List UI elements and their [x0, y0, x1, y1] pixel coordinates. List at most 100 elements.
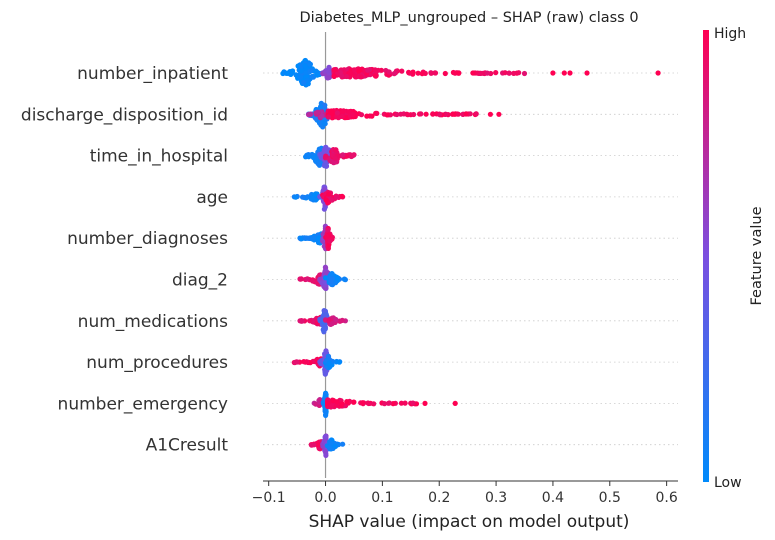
shap-point [347, 70, 353, 76]
x-tick-label: 0.3 [485, 490, 507, 506]
shap-point [324, 233, 330, 239]
shap-point [428, 70, 434, 76]
x-tick-label: 0.5 [599, 490, 621, 506]
shap-point [364, 113, 370, 119]
shap-point [318, 104, 324, 110]
shap-point [516, 70, 522, 76]
point-cluster-number_diagnoses-0 [297, 231, 326, 246]
shap-point [319, 113, 325, 119]
point-cluster-A1Cresult-2 [324, 437, 346, 452]
shap-point [322, 279, 328, 285]
shap-point [406, 69, 412, 75]
shap-point [331, 67, 337, 73]
shap-point [307, 318, 313, 324]
shap-point [358, 112, 365, 118]
shap-point [405, 112, 411, 118]
shap-point [288, 71, 294, 77]
shap-point [506, 70, 512, 76]
outlier-point-number_inpatient [584, 70, 590, 76]
point-cluster-number_diagnoses-2 [322, 225, 335, 251]
shap-point [323, 452, 329, 458]
shap-point [339, 402, 345, 408]
shap-point [328, 278, 334, 284]
shap-point [298, 68, 304, 74]
colorbar [703, 30, 709, 482]
shap-point [415, 70, 421, 76]
shap-point [463, 111, 469, 117]
shap-point [399, 68, 405, 74]
shap-point [411, 111, 417, 118]
shap-point [306, 112, 312, 118]
shap-point [358, 74, 364, 80]
feature-labels: number_inpatient discharge_disposition_id… [21, 64, 228, 456]
shap-point [309, 73, 315, 80]
outlier-point-number_inpatient [550, 70, 556, 76]
shap-point [331, 73, 337, 79]
shap-point [339, 317, 345, 323]
shap-point [333, 316, 339, 323]
shap-point [309, 195, 316, 201]
x-tick-label: 0.0 [314, 490, 336, 506]
shap-point [304, 77, 311, 83]
shap-point [410, 400, 416, 406]
shap-point [372, 67, 378, 73]
shap-point [303, 235, 309, 241]
shap-point [478, 70, 484, 76]
shap-point [325, 114, 331, 120]
outlier-point-number_inpatient [655, 70, 661, 76]
feature-label-discharge_disposition_id: discharge_disposition_id [21, 105, 228, 125]
colorbar-low-label: Low [714, 475, 742, 491]
shap-point [304, 276, 310, 282]
shap-point [340, 152, 346, 158]
shap-point [381, 401, 388, 407]
shap-point [341, 276, 348, 282]
shap-point [326, 191, 332, 197]
shap-point [310, 278, 316, 284]
shap-point [398, 400, 404, 406]
shap-point [321, 163, 327, 169]
shap-point [327, 74, 333, 80]
shap-point [325, 227, 331, 233]
shap-point [300, 79, 307, 86]
shap-point [384, 112, 390, 118]
shap-point [339, 193, 345, 199]
shap-point [334, 399, 340, 405]
shap-point [298, 318, 304, 324]
shap-point [372, 73, 378, 79]
shap-point [333, 194, 339, 200]
shap-point [318, 360, 324, 366]
shap-point [328, 440, 334, 446]
shap-point [402, 400, 408, 406]
shap-point [322, 370, 328, 376]
shap-point [306, 61, 313, 67]
x-axis-label: SHAP value (impact on model output) [309, 512, 630, 532]
shap-point [442, 70, 448, 77]
shap-point [322, 120, 328, 127]
outlier-point-number_emergency [452, 400, 458, 406]
shap-point [323, 153, 329, 159]
outlier-point-discharge_disposition_id [496, 111, 502, 117]
shap-point [467, 111, 473, 117]
shap-point [325, 353, 331, 359]
shap-point [315, 239, 322, 246]
shap-point [346, 109, 352, 115]
shap-point [327, 238, 333, 244]
shap-point [315, 109, 321, 115]
shap-point [430, 111, 436, 117]
feature-label-time_in_hospital: time_in_hospital [90, 147, 228, 167]
shap-point [374, 110, 380, 116]
shap-point [350, 111, 356, 118]
shap-point [344, 399, 350, 405]
shap-point [327, 364, 333, 370]
point-cluster-age-2 [320, 189, 346, 206]
shap-point [300, 194, 306, 200]
shap-point [333, 147, 339, 153]
shap-point [385, 400, 392, 406]
shap-point [521, 70, 528, 77]
point-cluster-num_procedures-2 [322, 353, 343, 371]
feature-label-A1Cresult: A1Cresult [146, 436, 229, 456]
shap-point [322, 433, 329, 440]
point-cluster-number_emergency-2 [325, 397, 420, 410]
shap-point [329, 271, 335, 277]
shap-point [394, 111, 400, 118]
